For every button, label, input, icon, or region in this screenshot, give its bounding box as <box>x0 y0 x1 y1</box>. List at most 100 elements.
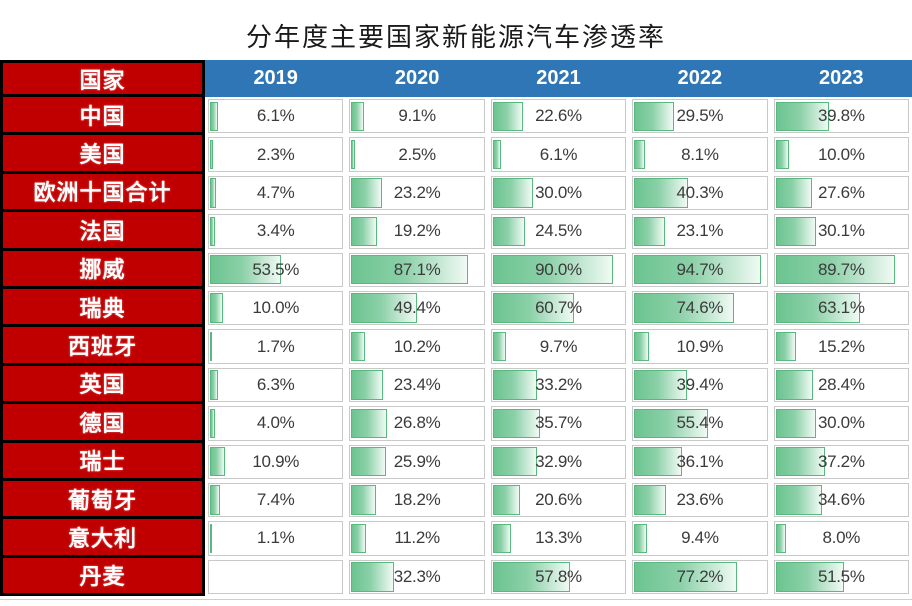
data-cell-box: 4.0% <box>208 406 344 441</box>
data-bar <box>775 101 829 131</box>
data-value-label: 87.1% <box>393 259 441 279</box>
data-cell: 30.0% <box>770 404 912 443</box>
data-bar <box>775 255 896 285</box>
data-cell-box: 32.9% <box>490 444 627 479</box>
data-value-label: 9.1% <box>398 106 436 126</box>
data-cell: 13.3% <box>487 519 630 558</box>
data-cell-box: 30.0% <box>490 175 627 211</box>
data-value-label: 15.2% <box>817 336 865 356</box>
data-cell: 10.9% <box>205 442 347 481</box>
data-cell-box: 32.3% <box>349 559 485 595</box>
data-cell-box: 40.3% <box>632 175 768 211</box>
data-cell: 18.2% <box>346 480 488 520</box>
data-cell: 55.4% <box>629 404 771 443</box>
data-cell-box: 39.8% <box>773 99 909 134</box>
data-value-label: 1.7% <box>256 336 295 356</box>
data-cell-box: 27.6% <box>773 175 909 211</box>
data-cell: 2.5% <box>346 135 488 174</box>
data-value-label: 23.6% <box>676 490 724 510</box>
data-value-label: 63.1% <box>817 298 865 318</box>
data-cell-box: 23.4% <box>349 367 485 403</box>
data-cell-box: 25.9% <box>349 444 485 479</box>
data-cell: 15.2% <box>770 327 912 366</box>
data-value-label: 27.6% <box>817 182 865 202</box>
data-bar <box>210 485 220 515</box>
data-cell: 1.1% <box>205 519 347 558</box>
data-cell: 77.2% <box>629 557 771 597</box>
data-bar <box>634 178 688 208</box>
data-bar <box>775 408 816 439</box>
data-value-label: 19.2% <box>393 221 441 241</box>
data-cell: 90.0% <box>487 250 630 289</box>
year-header-2019: 2019 <box>205 60 347 97</box>
country-label-3: 法国 <box>0 212 205 251</box>
data-cell: 27.6% <box>770 173 912 213</box>
data-value-label: 55.4% <box>676 413 724 433</box>
data-cell: 4.0% <box>205 404 347 443</box>
data-cell: 7.4% <box>205 480 347 520</box>
data-cell: 39.4% <box>629 365 771 405</box>
data-value-label: 11.2% <box>394 528 440 548</box>
data-value-label: 2.3% <box>256 144 295 164</box>
data-cell-box: 4.7% <box>208 175 344 211</box>
data-cell-box: 9.4% <box>632 521 768 556</box>
data-value-label: 77.2% <box>676 566 724 586</box>
data-cell-box: 51.5% <box>773 559 909 595</box>
data-cell-box: 33.2% <box>490 367 627 403</box>
data-cell-box: 34.6% <box>773 482 909 518</box>
data-value-label: 7.4% <box>256 490 295 510</box>
data-bar <box>492 178 533 208</box>
data-value-label: 8.0% <box>822 528 861 548</box>
data-cell: 26.8% <box>346 404 488 443</box>
data-cell-box: 39.4% <box>632 367 768 403</box>
data-bar <box>210 178 217 208</box>
data-bar <box>634 370 687 400</box>
data-value-label: 89.7% <box>817 259 865 279</box>
country-label-11: 意大利 <box>0 519 205 558</box>
data-cell-box: 1.1% <box>208 521 344 556</box>
country-label-6: 西班牙 <box>0 327 205 366</box>
data-cell-box: 19.2% <box>349 214 485 249</box>
data-cell: 10.0% <box>205 288 347 328</box>
data-bar <box>492 408 541 439</box>
data-cell-box: 6.1% <box>208 99 344 134</box>
data-cell: 34.6% <box>770 480 912 520</box>
data-bar <box>210 331 213 362</box>
data-cell: 74.6% <box>629 288 771 328</box>
data-bar <box>492 523 511 554</box>
data-cell-box: 55.4% <box>632 406 768 441</box>
data-value-label: 30.1% <box>817 221 865 241</box>
data-cell: 23.2% <box>346 173 488 213</box>
data-bar <box>492 139 501 170</box>
data-value-label: 10.2% <box>393 336 441 356</box>
data-cell: 8.1% <box>629 135 771 174</box>
data-bar <box>775 178 813 208</box>
data-bar <box>351 523 367 554</box>
data-cell: 32.3% <box>346 557 488 597</box>
data-cell: 60.7% <box>487 288 630 328</box>
data-value-label: 6.3% <box>256 374 295 394</box>
data-cell-box: 30.1% <box>773 214 909 249</box>
year-header-2023: 2023 <box>770 60 912 97</box>
data-bar <box>351 178 383 208</box>
data-cell: 57.8% <box>487 557 630 597</box>
data-cell: 30.1% <box>770 212 912 251</box>
corner-header-country: 国家 <box>0 60 205 97</box>
country-label-9: 瑞士 <box>0 442 205 481</box>
data-value-label: 8.1% <box>681 144 719 164</box>
data-value-label: 90.0% <box>535 259 582 279</box>
data-cell-box <box>208 559 344 595</box>
data-value-label: 26.8% <box>393 413 441 433</box>
data-value-label: 32.3% <box>393 566 441 586</box>
data-cell-box: 53.5% <box>208 252 344 287</box>
country-label-12: 丹麦 <box>0 557 205 597</box>
data-value-label: 30.0% <box>817 413 865 433</box>
data-bar <box>492 101 523 131</box>
country-label-7: 英国 <box>0 365 205 405</box>
data-bar <box>492 216 526 247</box>
data-value-label: 18.2% <box>393 490 441 510</box>
data-cell <box>205 557 347 597</box>
data-cell-box: 35.7% <box>490 406 627 441</box>
data-value-label: 32.9% <box>535 451 582 471</box>
data-value-label: 57.8% <box>535 566 582 586</box>
